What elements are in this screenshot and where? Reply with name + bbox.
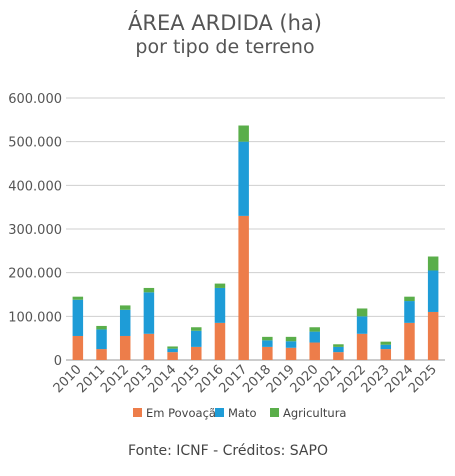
bar-segment <box>143 333 155 360</box>
bar-segment <box>309 342 320 360</box>
bar-segment <box>191 330 202 347</box>
bar-segment <box>214 322 226 360</box>
bar-segment <box>333 346 344 353</box>
y-tick-label: 400.000 <box>8 179 62 194</box>
x-axis-labels: 2010201120122013201420152016201720182019… <box>51 362 440 396</box>
bar-segment <box>119 305 131 310</box>
bar-segment <box>72 335 84 360</box>
bar-segment <box>285 336 297 342</box>
bar-segment <box>72 299 84 336</box>
bar-segment <box>404 296 415 302</box>
y-tick-label: 0 <box>54 354 62 369</box>
bar-segment <box>191 327 202 331</box>
bar-segment <box>333 344 344 347</box>
bar-segment <box>285 341 297 348</box>
bar-segment <box>427 311 439 360</box>
source-text: Fonte: ICNF - Créditos: SAPO <box>128 443 328 459</box>
bar-segment <box>285 347 297 360</box>
bar-segment <box>427 256 439 271</box>
bar-segment <box>356 333 368 360</box>
bar-segment <box>380 341 392 345</box>
bar-segment <box>262 340 273 347</box>
legend: Em Povoação Mato Agricultura <box>133 406 346 420</box>
bar-segment <box>262 346 273 360</box>
bar-segment <box>309 331 320 343</box>
bar-segment <box>96 325 107 330</box>
bar-segment <box>404 322 415 360</box>
bar-segment <box>380 344 392 350</box>
y-tick-label: 200.000 <box>8 267 62 282</box>
bar-segment <box>238 125 249 142</box>
bar-segment <box>262 336 273 341</box>
bar-segment <box>119 309 131 336</box>
y-tick-label: 500.000 <box>8 136 62 151</box>
y-tick-label: 600.000 <box>8 92 62 107</box>
x-tick-label: 2025 <box>406 362 440 396</box>
bar-segment <box>72 296 84 300</box>
bar-segment <box>214 283 226 288</box>
bar-segment <box>238 141 249 216</box>
chart-title: ÁREA ARDIDA (ha) <box>128 10 322 35</box>
bar-segment <box>238 215 249 360</box>
chart-subtitle: por tipo de terreno <box>135 36 314 58</box>
legend-swatch <box>215 408 224 417</box>
legend-swatch <box>270 408 279 417</box>
y-tick-label: 100.000 <box>8 310 62 325</box>
legend-swatch <box>133 408 142 417</box>
bar-segment <box>404 301 415 323</box>
bar-segment <box>167 348 178 353</box>
bar-segment <box>191 346 202 360</box>
legend-label: Agricultura <box>283 406 346 420</box>
bar-segment <box>309 327 320 332</box>
bar-segment <box>356 308 368 317</box>
legend-label: Mato <box>228 406 257 420</box>
y-tick-label: 300.000 <box>8 223 62 238</box>
bar-segment <box>167 352 178 360</box>
bar-segment <box>143 287 155 293</box>
bar-layer <box>72 125 439 360</box>
legend-label: Em Povoação <box>146 406 223 420</box>
bar-segment <box>96 349 107 360</box>
bar-segment <box>167 346 178 349</box>
bar-segment <box>380 349 392 360</box>
bar-segment <box>333 352 344 360</box>
bar-segment <box>214 287 226 323</box>
bar-segment <box>119 335 131 360</box>
bar-segment <box>143 292 155 334</box>
bar-segment <box>96 329 107 350</box>
bar-segment <box>356 316 368 334</box>
grid-layer: 0 100.000 200.000 300.000 400.000 500.000 600.… <box>8 92 445 369</box>
bar-segment <box>427 270 439 312</box>
